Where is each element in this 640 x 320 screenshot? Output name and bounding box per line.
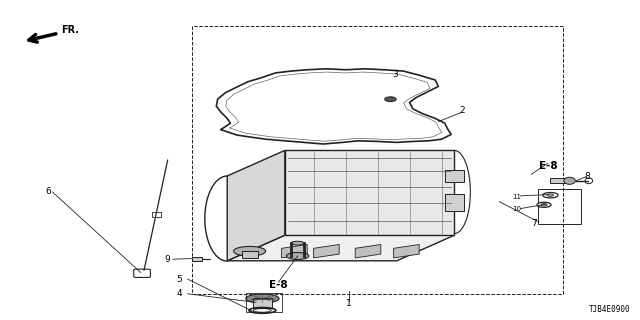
Text: 11: 11 bbox=[513, 194, 522, 200]
Ellipse shape bbox=[385, 97, 396, 102]
Polygon shape bbox=[227, 150, 285, 261]
Bar bbox=[192, 26, 563, 294]
Ellipse shape bbox=[541, 204, 547, 206]
Text: 9: 9 bbox=[165, 255, 170, 264]
Text: 10: 10 bbox=[513, 206, 522, 212]
Ellipse shape bbox=[585, 178, 593, 184]
Bar bbox=[538, 189, 581, 224]
Text: TJB4E0900: TJB4E0900 bbox=[589, 305, 630, 314]
Text: E-8: E-8 bbox=[269, 280, 288, 291]
Text: E-8: E-8 bbox=[539, 161, 558, 172]
Bar bbox=[445, 194, 464, 211]
Ellipse shape bbox=[537, 202, 551, 207]
Text: 4: 4 bbox=[177, 289, 182, 298]
Ellipse shape bbox=[543, 193, 558, 198]
Bar bbox=[152, 212, 161, 217]
Bar bbox=[246, 293, 282, 312]
Text: 5: 5 bbox=[177, 275, 182, 284]
Text: 2: 2 bbox=[460, 106, 465, 115]
Ellipse shape bbox=[547, 194, 554, 196]
Polygon shape bbox=[355, 244, 381, 258]
Ellipse shape bbox=[234, 246, 266, 256]
Text: 7: 7 bbox=[532, 219, 537, 228]
Text: 3: 3 bbox=[393, 70, 398, 79]
Bar bbox=[550, 178, 568, 183]
Ellipse shape bbox=[291, 241, 304, 245]
Polygon shape bbox=[282, 244, 307, 258]
Polygon shape bbox=[227, 235, 454, 261]
Bar bbox=[445, 170, 464, 182]
Polygon shape bbox=[394, 244, 419, 258]
FancyBboxPatch shape bbox=[134, 269, 150, 277]
Bar bbox=[192, 257, 202, 261]
Text: 8: 8 bbox=[585, 172, 590, 181]
Bar bbox=[253, 298, 272, 308]
Text: 6: 6 bbox=[46, 188, 51, 196]
Text: 1: 1 bbox=[346, 300, 351, 308]
Text: FR.: FR. bbox=[29, 25, 79, 42]
Polygon shape bbox=[314, 244, 339, 258]
Polygon shape bbox=[285, 150, 454, 235]
Ellipse shape bbox=[246, 294, 279, 303]
Ellipse shape bbox=[564, 177, 575, 184]
Ellipse shape bbox=[287, 252, 309, 260]
Bar bbox=[242, 251, 258, 258]
